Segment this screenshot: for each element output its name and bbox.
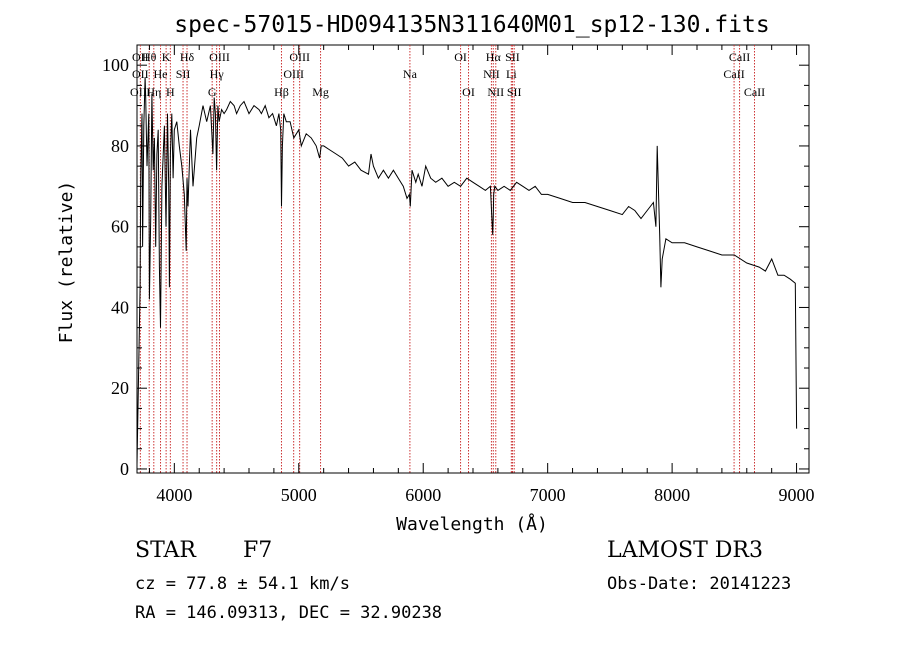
line-label: Hη xyxy=(146,85,161,99)
line-label: K xyxy=(162,50,171,64)
x-tick-label: 8000 xyxy=(654,485,690,505)
line-label: Hβ xyxy=(274,85,289,99)
line-label: CaII xyxy=(723,67,744,81)
object-type: STAR xyxy=(135,538,196,563)
line-label: OIII xyxy=(130,85,151,99)
observation-date: Obs-Date: 20141223 xyxy=(607,574,792,594)
line-label: SII xyxy=(176,67,191,81)
y-tick-label: 80 xyxy=(111,136,129,156)
redshift-velocity: cz = 77.8 ± 54.1 km/s xyxy=(135,574,350,594)
line-label: OIII xyxy=(289,50,310,64)
line-label: Hθ xyxy=(142,50,157,64)
x-axis-label: Wavelength (Å) xyxy=(396,513,548,535)
line-label: NII xyxy=(487,85,504,99)
y-tick-label: 0 xyxy=(120,459,129,479)
line-markers xyxy=(139,45,755,473)
line-label: NII xyxy=(483,67,500,81)
line-label: CaII xyxy=(744,85,765,99)
line-label: CaII xyxy=(729,50,750,64)
line-label: Li xyxy=(506,67,517,81)
y-axis-label: Flux (relative) xyxy=(56,181,77,344)
object-subclass: F7 xyxy=(243,538,273,563)
y-tick-label: 40 xyxy=(111,297,129,317)
line-label: H xyxy=(166,85,175,99)
line-label: Hα xyxy=(486,50,502,64)
x-tick-label: 9000 xyxy=(779,485,815,505)
line-label: Hδ xyxy=(180,50,195,64)
line-label: OII xyxy=(132,50,149,64)
line-label: SII xyxy=(507,85,522,99)
line-label: He xyxy=(154,67,168,81)
line-label: OI xyxy=(462,85,475,99)
line-label: SII xyxy=(505,50,520,64)
chart-title: spec-57015-HD094135N311640M01_sp12-130.f… xyxy=(174,12,769,38)
survey-release: LAMOST DR3 xyxy=(607,538,763,563)
x-tick-label: 7000 xyxy=(530,485,566,505)
line-label: G xyxy=(208,85,217,99)
y-tick-label: 60 xyxy=(111,217,129,237)
flux-series-line xyxy=(136,77,798,465)
line-label: Na xyxy=(403,67,418,81)
line-label: OII xyxy=(132,67,149,81)
axis-ticks: 4000 5000 6000 7000 8000 9000 0 20 40 60 80 100 xyxy=(102,45,815,505)
y-tick-label: 100 xyxy=(102,55,129,75)
line-label: OIII xyxy=(209,50,230,64)
line-label: Hγ xyxy=(210,67,225,81)
x-tick-label: 6000 xyxy=(405,485,441,505)
plot-frame xyxy=(136,44,810,474)
y-tick-label: 20 xyxy=(111,378,129,398)
x-tick-label: 5000 xyxy=(281,485,317,505)
x-tick-label: 4000 xyxy=(156,485,192,505)
line-label: OI xyxy=(454,50,467,64)
coordinates: RA = 146.09313, DEC = 32.90238 xyxy=(135,603,443,623)
line-label: Mg xyxy=(312,85,329,99)
line-label: OIII xyxy=(283,67,304,81)
